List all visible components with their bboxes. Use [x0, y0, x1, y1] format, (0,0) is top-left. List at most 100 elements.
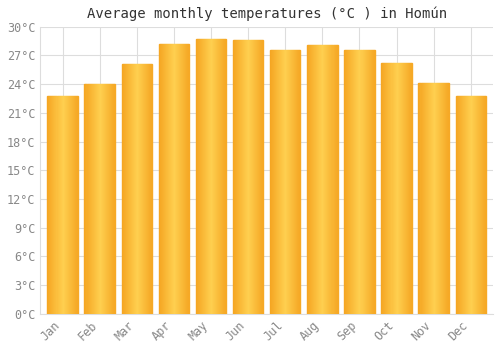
Bar — [220, 39, 221, 314]
Bar — [201, 39, 202, 314]
Bar — [169, 44, 170, 314]
Bar — [477, 96, 478, 314]
Bar — [128, 64, 130, 314]
Bar — [344, 50, 346, 314]
Bar — [476, 96, 477, 314]
Bar — [150, 64, 151, 314]
Bar — [254, 40, 255, 314]
Bar — [384, 63, 386, 314]
Bar — [136, 64, 137, 314]
Bar — [213, 39, 214, 314]
Bar — [172, 44, 173, 314]
Bar — [456, 96, 458, 314]
Bar — [244, 40, 245, 314]
Bar — [139, 64, 140, 314]
Bar — [482, 96, 483, 314]
Bar — [248, 40, 249, 314]
Bar — [164, 44, 165, 314]
Bar — [270, 50, 271, 314]
Bar — [480, 96, 481, 314]
Bar — [445, 83, 446, 314]
Bar — [68, 96, 70, 314]
Bar — [106, 84, 107, 314]
Bar — [182, 44, 183, 314]
Bar — [58, 96, 59, 314]
Bar — [145, 64, 146, 314]
Bar — [247, 40, 248, 314]
Bar — [439, 83, 440, 314]
Bar — [114, 84, 115, 314]
Bar — [318, 45, 320, 314]
Bar — [328, 45, 330, 314]
Bar — [167, 44, 168, 314]
Bar — [90, 84, 92, 314]
Bar — [111, 84, 112, 314]
Bar — [223, 39, 224, 314]
Bar — [255, 40, 256, 314]
Bar — [186, 44, 187, 314]
Bar — [282, 50, 283, 314]
Bar — [76, 96, 77, 314]
Bar — [56, 96, 58, 314]
Bar — [233, 40, 234, 314]
Bar — [485, 96, 486, 314]
Bar — [468, 96, 469, 314]
Bar — [218, 39, 219, 314]
Bar — [112, 84, 113, 314]
Bar — [241, 40, 242, 314]
Bar — [48, 96, 50, 314]
Bar — [77, 96, 78, 314]
Bar — [225, 39, 226, 314]
Bar — [170, 44, 171, 314]
Bar — [430, 83, 432, 314]
Bar — [386, 63, 388, 314]
Bar — [243, 40, 244, 314]
Bar — [181, 44, 182, 314]
Bar — [86, 84, 88, 314]
Bar — [483, 96, 484, 314]
Bar — [446, 83, 447, 314]
Bar — [398, 63, 400, 314]
Bar — [326, 45, 328, 314]
Bar — [175, 44, 176, 314]
Bar — [137, 64, 138, 314]
Bar — [479, 96, 480, 314]
Bar — [370, 50, 372, 314]
Bar — [198, 39, 199, 314]
Bar — [310, 45, 311, 314]
Bar — [462, 96, 464, 314]
Bar — [196, 39, 197, 314]
Bar — [314, 45, 315, 314]
Bar — [411, 63, 412, 314]
Title: Average monthly temperatures (°C ) in Homún: Average monthly temperatures (°C ) in Ho… — [86, 7, 446, 21]
Bar — [469, 96, 470, 314]
Bar — [206, 39, 207, 314]
Bar — [275, 50, 276, 314]
Bar — [184, 44, 185, 314]
Bar — [396, 63, 398, 314]
Bar — [352, 50, 354, 314]
Bar — [200, 39, 201, 314]
Bar — [180, 44, 181, 314]
Bar — [438, 83, 439, 314]
Bar — [98, 84, 100, 314]
Bar — [309, 45, 310, 314]
Bar — [440, 83, 441, 314]
Bar — [402, 63, 404, 314]
Bar — [324, 45, 326, 314]
Bar — [434, 83, 436, 314]
Bar — [400, 63, 402, 314]
Bar — [404, 63, 406, 314]
Bar — [274, 50, 275, 314]
Bar — [366, 50, 368, 314]
Bar — [148, 64, 149, 314]
Bar — [424, 83, 426, 314]
Bar — [472, 96, 473, 314]
Bar — [122, 64, 124, 314]
Bar — [109, 84, 110, 314]
Bar — [88, 84, 90, 314]
Bar — [436, 83, 438, 314]
Bar — [64, 96, 66, 314]
Bar — [132, 64, 134, 314]
Bar — [149, 64, 150, 314]
